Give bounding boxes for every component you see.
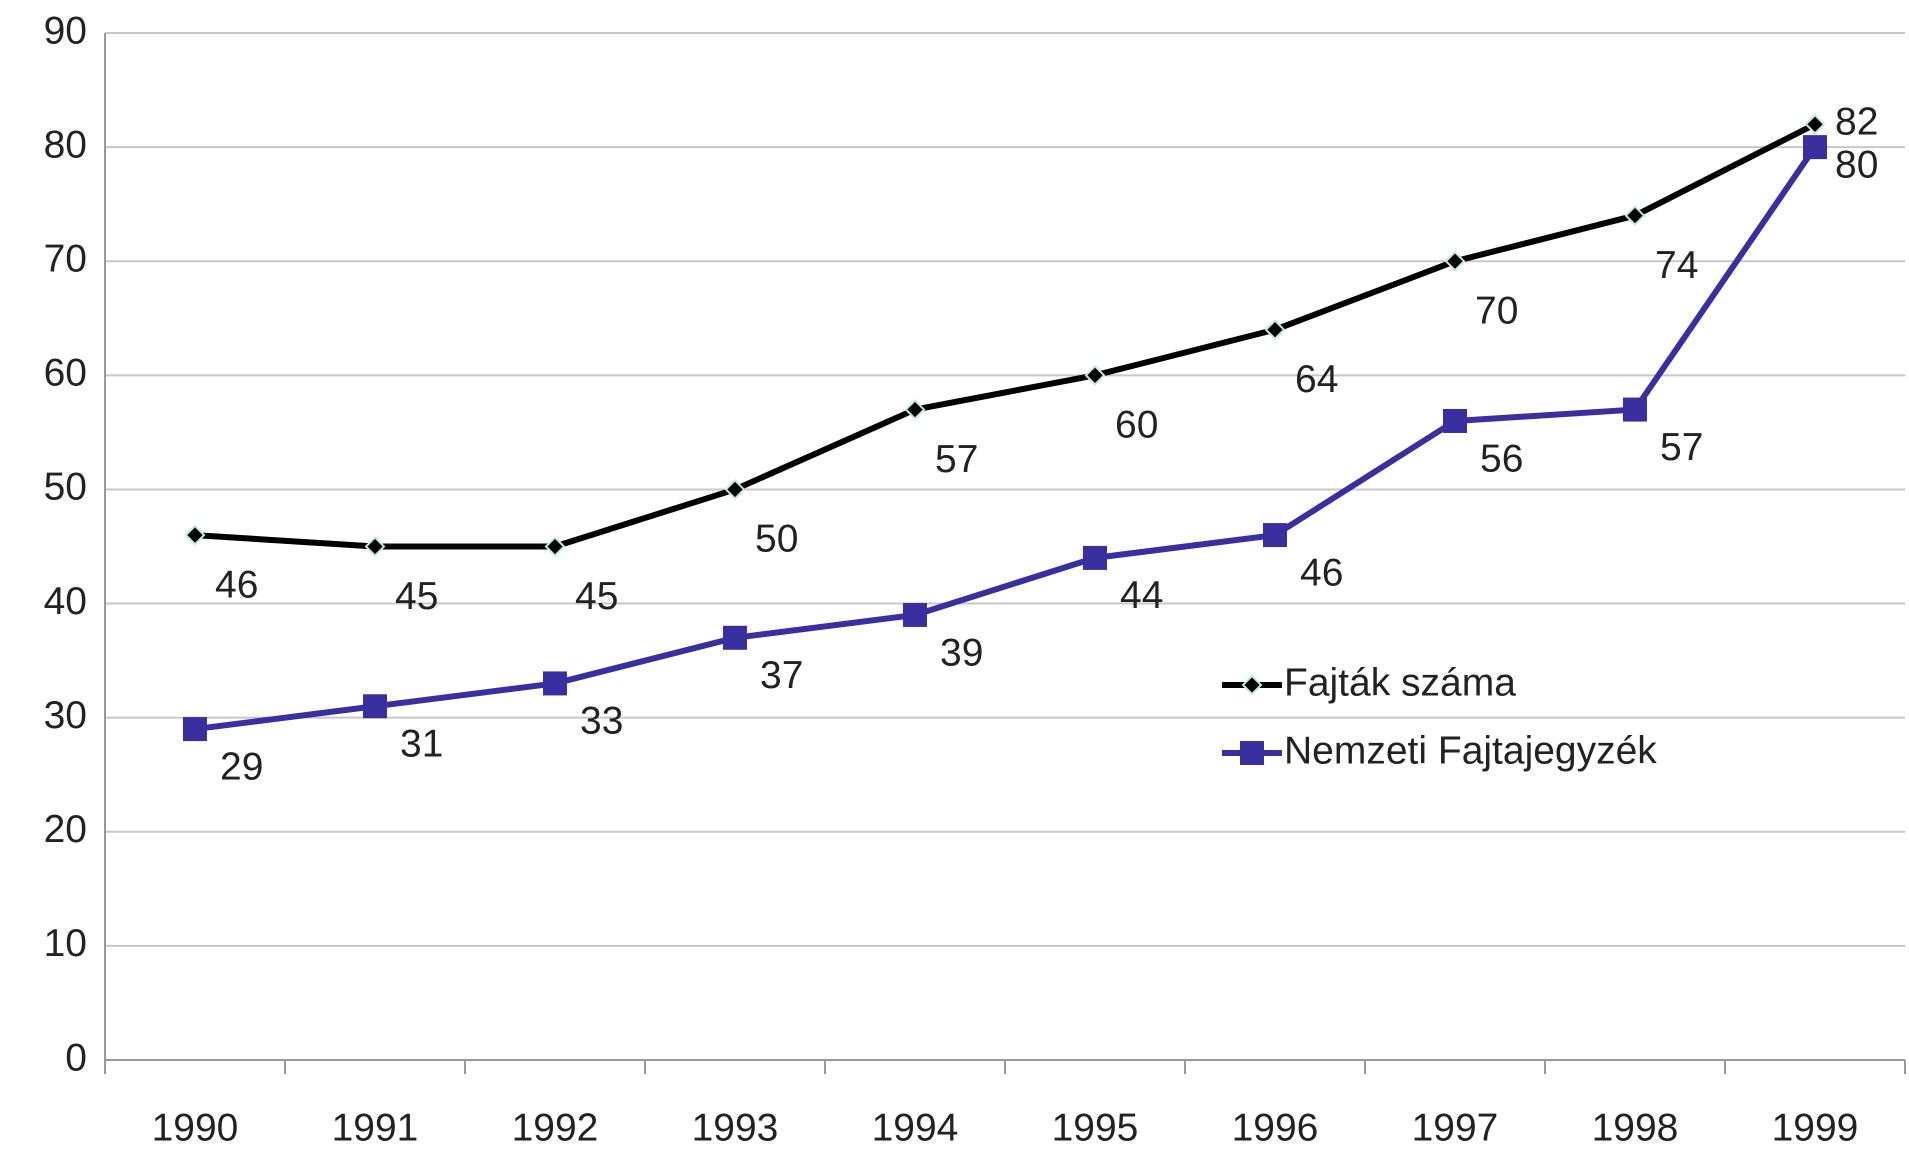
data-label: 37 <box>760 654 803 697</box>
data-label: 45 <box>395 575 438 618</box>
y-tick-label: 80 <box>44 123 87 166</box>
point <box>544 536 566 557</box>
y-tick-label: 50 <box>44 466 87 509</box>
x-tick-label: 1995 <box>1052 1106 1139 1149</box>
point <box>903 602 927 627</box>
point <box>1083 545 1107 570</box>
point <box>724 479 746 500</box>
data-label: 46 <box>215 563 258 606</box>
data-label: 33 <box>580 700 623 743</box>
x-tick-label: 1990 <box>152 1106 239 1149</box>
legend-label: Fajták száma <box>1284 661 1516 704</box>
point <box>183 717 207 742</box>
point <box>1263 523 1287 548</box>
x-tick-label: 1994 <box>872 1106 959 1149</box>
y-tick-label: 10 <box>44 922 87 965</box>
data-label: 60 <box>1115 404 1158 447</box>
y-tick-label: 40 <box>44 580 87 623</box>
x-tick-label: 1992 <box>512 1106 599 1149</box>
y-tick-label: 20 <box>44 808 87 851</box>
x-tick-label: 1998 <box>1592 1106 1679 1149</box>
x-tick-label: 1993 <box>692 1106 779 1149</box>
point <box>1084 364 1106 386</box>
data-label: 29 <box>220 745 263 788</box>
legend-marker <box>1240 741 1264 765</box>
legend-marker <box>1241 674 1263 696</box>
y-tick-label: 0 <box>65 1036 87 1079</box>
data-label: 64 <box>1295 358 1338 401</box>
point <box>364 536 386 557</box>
y-tick-label: 30 <box>44 694 87 737</box>
y-tick-label: 70 <box>44 238 87 281</box>
data-label: 57 <box>935 438 978 481</box>
data-label: 46 <box>1300 551 1343 594</box>
series-line <box>194 145 1818 733</box>
data-label: 50 <box>755 518 798 561</box>
point <box>1624 205 1646 226</box>
point <box>363 694 387 719</box>
point <box>543 671 567 696</box>
x-tick-label: 1996 <box>1232 1106 1319 1149</box>
point <box>904 399 926 420</box>
y-tick-label: 60 <box>44 352 87 395</box>
y-tick-label: 90 <box>44 9 87 52</box>
legend-label: Nemzeti Fajtajegyzék <box>1284 729 1657 772</box>
data-label: 80 <box>1835 143 1878 186</box>
data-label: 57 <box>1660 426 1703 469</box>
point <box>184 524 206 546</box>
point <box>1804 113 1826 135</box>
data-label: 82 <box>1835 101 1878 144</box>
point <box>1443 408 1467 433</box>
series-line <box>194 121 1817 550</box>
x-tick-label: 1991 <box>332 1106 419 1149</box>
point <box>1803 135 1827 160</box>
data-label: 45 <box>575 575 618 618</box>
point <box>1623 397 1647 422</box>
x-tick-label: 1997 <box>1412 1106 1499 1149</box>
point <box>1444 250 1466 272</box>
data-label: 74 <box>1655 244 1698 287</box>
data-label: 31 <box>400 723 443 766</box>
x-tick-label: 1999 <box>1772 1106 1859 1149</box>
data-label: 56 <box>1480 437 1523 480</box>
point <box>723 625 747 650</box>
point <box>1264 319 1286 341</box>
data-label: 39 <box>940 631 983 674</box>
data-label: 70 <box>1475 290 1518 333</box>
data-label: 44 <box>1120 574 1163 617</box>
